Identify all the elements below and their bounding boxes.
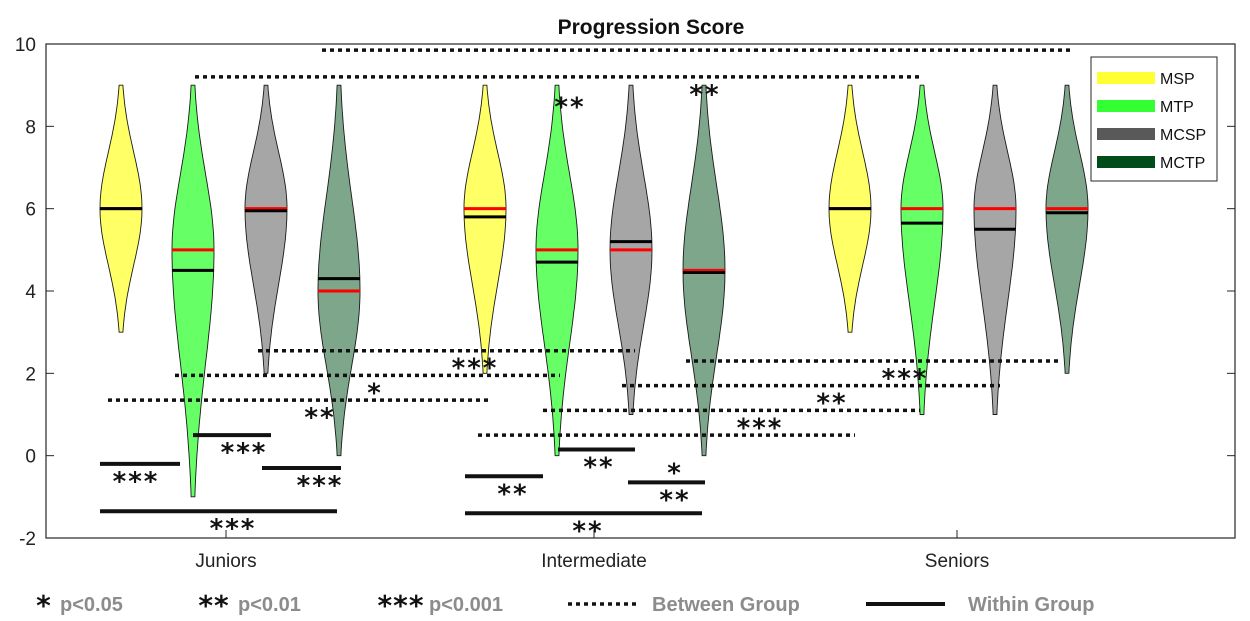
significance-stars: *	[367, 378, 383, 408]
footer-symbol: **	[198, 589, 229, 621]
footer-label: Within Group	[968, 594, 1094, 616]
significance-stars: ***	[297, 471, 344, 501]
violin-seniors-mtp	[900, 84, 944, 415]
violin-seniors-mcsp	[973, 84, 1017, 415]
legend-swatch	[1097, 100, 1155, 112]
violin-seniors-mctp	[1045, 84, 1089, 374]
significance-stars: **	[659, 485, 690, 515]
violin-juniors-mctp	[317, 84, 361, 457]
y-tick-label: 0	[25, 447, 36, 468]
significance-stars: **	[583, 452, 614, 482]
chart-title: Progression Score	[558, 16, 745, 39]
x-tick-label: Intermediate	[541, 551, 647, 572]
legend-label: MSP	[1160, 71, 1195, 88]
significance-stars: ***	[113, 467, 160, 497]
footer-label: Between Group	[652, 594, 800, 616]
footer-label: p<0.05	[60, 594, 123, 616]
significance-stars: **	[554, 92, 585, 122]
y-tick-label: 10	[15, 35, 36, 56]
legend-swatch	[1097, 156, 1155, 168]
significance-stars: *	[667, 459, 683, 489]
significance-stars: ***	[221, 438, 268, 468]
legend-swatch	[1097, 72, 1155, 84]
violin-juniors-mtp	[171, 84, 215, 498]
x-axis: Juniors Intermediate Seniors	[195, 530, 989, 572]
significance-stars: **	[497, 479, 528, 509]
footer-label: p<0.01	[238, 594, 301, 616]
significance-stars: ***	[882, 364, 929, 394]
significance-stars: ***	[452, 354, 499, 384]
y-tick-label: -2	[19, 529, 36, 550]
x-tick-label: Juniors	[195, 551, 256, 572]
significance-stars: ***	[737, 413, 784, 443]
significance-stars: **	[689, 80, 720, 110]
significance-stars: ***	[210, 514, 257, 544]
footer-symbol: ***	[378, 589, 425, 621]
legend: MSP MTP MCSP MCTP	[1090, 56, 1218, 182]
y-axis: -2 0 2 4 6 8 10	[15, 35, 1235, 550]
legend-label: MTP	[1160, 99, 1194, 116]
significance-stars: **	[816, 389, 847, 419]
y-tick-label: 6	[25, 200, 36, 221]
y-tick-label: 4	[25, 282, 36, 303]
x-tick-label: Seniors	[925, 551, 989, 572]
violin-intermediate-msp	[463, 84, 507, 374]
significance-annotations: ***************************************	[100, 48, 1072, 546]
significance-stars: **	[304, 403, 335, 433]
y-tick-label: 8	[25, 117, 36, 138]
legend-swatch	[1097, 128, 1155, 140]
footer-legend: * p<0.05 ** p<0.01 *** p<0.001 Between Group Wi…	[36, 589, 1094, 621]
violin-intermediate-mtp	[535, 84, 579, 457]
footer-label: p<0.001	[429, 594, 503, 616]
legend-label: MCTP	[1160, 155, 1205, 172]
y-tick-label: 2	[25, 364, 36, 385]
footer-symbol: *	[36, 589, 52, 621]
legend-label: MCSP	[1160, 127, 1206, 144]
violin-juniors-mcsp	[244, 84, 288, 374]
violins	[99, 84, 1089, 498]
significance-stars: **	[572, 516, 603, 546]
